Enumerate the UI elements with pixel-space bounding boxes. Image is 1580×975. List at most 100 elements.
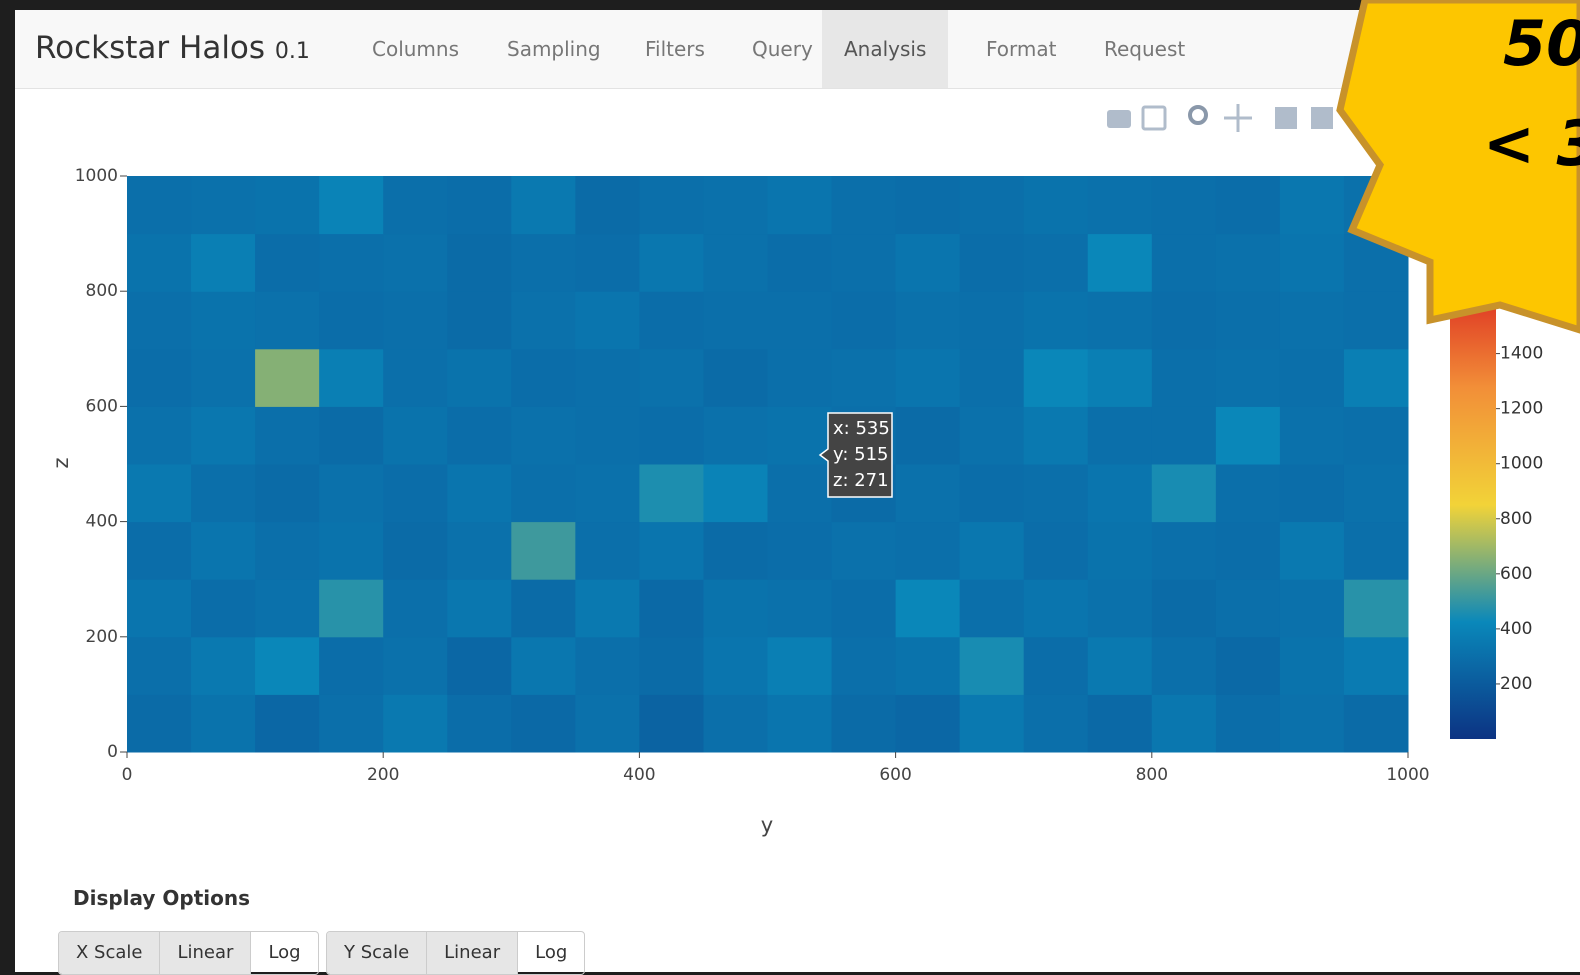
heatmap-cell: [575, 291, 640, 349]
heatmap-cell: [127, 694, 192, 752]
camera-icon[interactable]: [1107, 110, 1131, 128]
heatmap-cell: [255, 464, 320, 522]
heatmap-cell: [383, 579, 448, 637]
heatmap-cell: [1280, 637, 1345, 695]
heatmap-cell: [832, 637, 897, 695]
heatmap-cell: [960, 234, 1025, 292]
heatmap-cell: [191, 234, 256, 292]
heatmap-cell: [127, 176, 192, 234]
heatmap-cell: [511, 464, 576, 522]
heatmap-cell: [1088, 176, 1153, 234]
heatmap-cell: [191, 694, 256, 752]
heatmap-cell: [1216, 291, 1281, 349]
heatmap-cell: [639, 349, 704, 407]
heatmap-cell: [1280, 176, 1345, 234]
heatmap-cell: [896, 694, 961, 752]
heatmap-cell: [255, 349, 320, 407]
heatmap-cell: [127, 464, 192, 522]
save-icon[interactable]: [1143, 107, 1165, 129]
y-tick-label: 600: [86, 396, 118, 416]
heatmap-cell: [896, 637, 961, 695]
zoom-in-icon[interactable]: [1275, 107, 1297, 129]
chart: 0200400600800100002004006008001000yz2004…: [0, 0, 1580, 972]
heatmap-cell: [191, 522, 256, 580]
tooltip-text: z: 271: [833, 470, 889, 491]
heatmap-cell: [383, 464, 448, 522]
heatmap-cell: [383, 291, 448, 349]
heatmap-cell: [319, 579, 384, 637]
heatmap-cell: [960, 176, 1025, 234]
heatmap-cell: [319, 694, 384, 752]
heatmap-cell: [191, 291, 256, 349]
heatmap-cell: [127, 579, 192, 637]
heatmap-cell: [1024, 694, 1089, 752]
heatmap-cell: [639, 522, 704, 580]
heatmap-cell: [1024, 349, 1089, 407]
heatmap-cell: [447, 176, 512, 234]
heatmap-cell: [1152, 406, 1217, 464]
heatmap-cell: [639, 406, 704, 464]
colorbar: [1450, 271, 1496, 739]
heatmap-cell: [1344, 464, 1409, 522]
heatmap-cell: [1280, 406, 1345, 464]
heatmap-cell: [960, 637, 1025, 695]
heatmap-cell: [127, 406, 192, 464]
heatmap-cell: [896, 291, 961, 349]
heatmap-cell: [1344, 234, 1409, 292]
heatmap-cell: [383, 176, 448, 234]
heatmap-cell: [832, 176, 897, 234]
heatmap-cell: [447, 406, 512, 464]
heatmap-cell: [1216, 176, 1281, 234]
heatmap-cell: [1280, 522, 1345, 580]
heatmap-cell: [832, 349, 897, 407]
heatmap-cell: [639, 464, 704, 522]
heatmap-cell: [447, 234, 512, 292]
heatmap-cell: [1344, 522, 1409, 580]
heatmap-cell: [255, 234, 320, 292]
heatmap-cell: [255, 522, 320, 580]
heatmap-cell: [127, 522, 192, 580]
heatmap-cell: [1344, 694, 1409, 752]
heatmap-cell: [1344, 349, 1409, 407]
heatmap-cell: [575, 637, 640, 695]
heatmap-cell: [447, 694, 512, 752]
heatmap-cell: [319, 464, 384, 522]
heatmap-cell: [447, 637, 512, 695]
colorbar-tick-label: 400: [1500, 619, 1532, 639]
heatmap-cell: [575, 234, 640, 292]
colorbar-tick-label: 1200: [1500, 399, 1543, 419]
heatmap-cell: [1152, 291, 1217, 349]
heatmap-cell: [960, 522, 1025, 580]
heatmap-cell: [703, 637, 768, 695]
heatmap-cell: [1152, 234, 1217, 292]
heatmap-cell: [1152, 637, 1217, 695]
heatmap-cell: [255, 579, 320, 637]
heatmap-cell: [255, 637, 320, 695]
heatmap-cell: [703, 291, 768, 349]
heatmap-cell: [703, 176, 768, 234]
heatmap-cell: [383, 406, 448, 464]
heatmap-cell: [319, 406, 384, 464]
heatmap-cell: [1216, 464, 1281, 522]
heatmap-cell: [1024, 522, 1089, 580]
heatmap-cell: [703, 579, 768, 637]
heatmap-cell: [191, 176, 256, 234]
heatmap-cell: [1344, 291, 1409, 349]
tooltip-text: x: 535: [833, 418, 890, 439]
heatmap-cell: [1216, 349, 1281, 407]
y-tick-label: 0: [107, 742, 118, 762]
colorbar-tick-label: 200: [1500, 674, 1532, 694]
heatmap-cell: [1024, 637, 1089, 695]
heatmap-cell: [703, 694, 768, 752]
zoom-icon[interactable]: [1190, 107, 1206, 123]
zoom-out-icon[interactable]: [1311, 107, 1333, 129]
heatmap-cell: [896, 176, 961, 234]
pan-icon[interactable]: [1224, 104, 1252, 132]
x-tick-label: 800: [1136, 765, 1168, 785]
page: Rockstar Halos 0.1 ColumnsSamplingFilter…: [0, 0, 1580, 972]
heatmap-cell: [511, 694, 576, 752]
heatmap-cell: [1344, 176, 1409, 234]
heatmap-cell: [511, 291, 576, 349]
colorbar-tick-label: 1400: [1500, 344, 1543, 364]
heatmap-cell: [191, 464, 256, 522]
